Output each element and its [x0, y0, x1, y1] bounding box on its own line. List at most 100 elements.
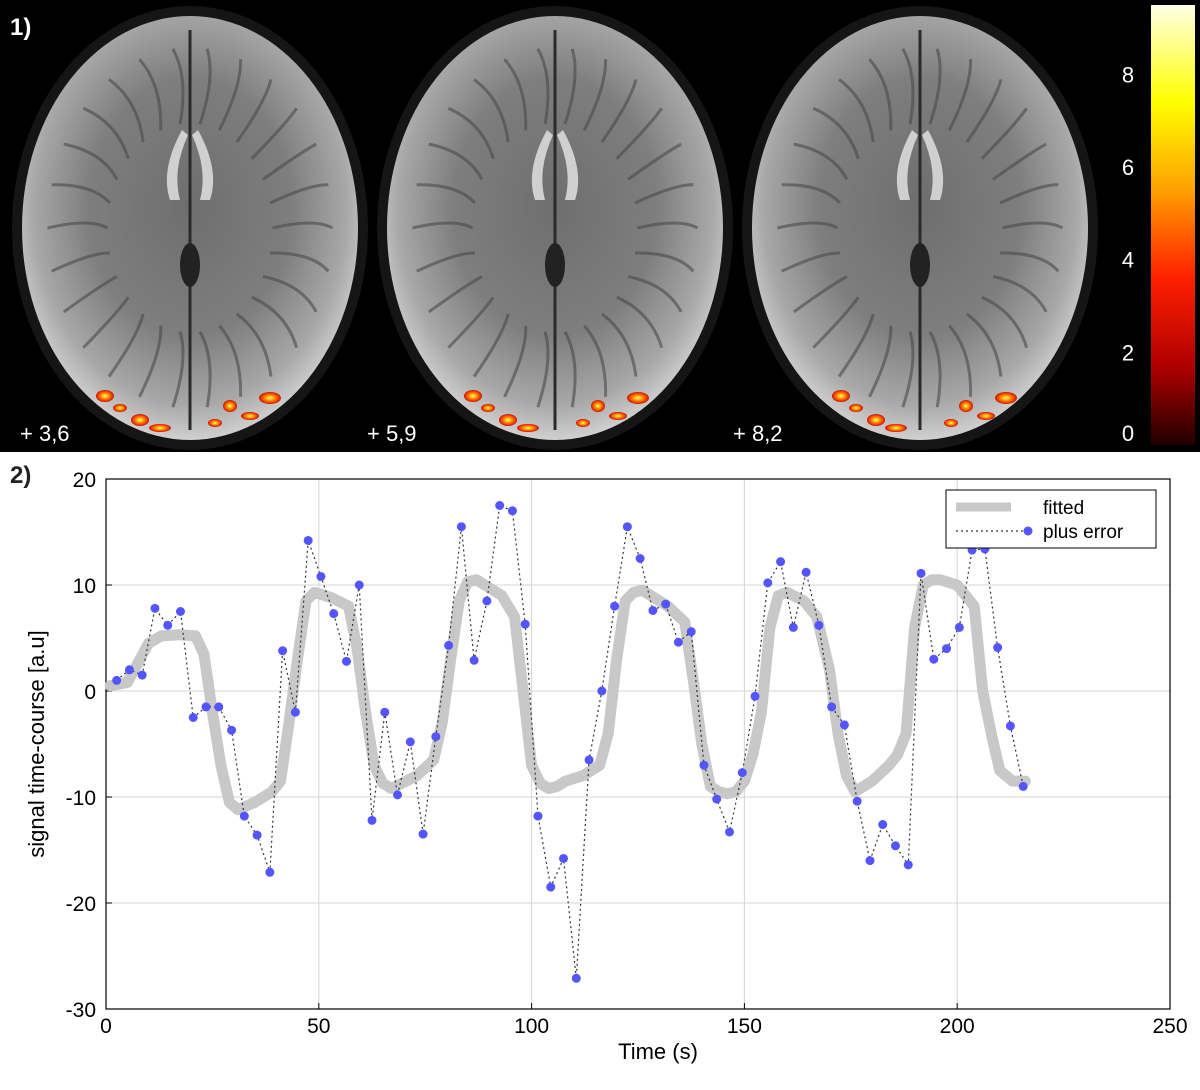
- data-point: [290, 707, 300, 717]
- activation-blob: [885, 424, 907, 432]
- data-point: [776, 557, 786, 567]
- slice-label-1: + 3,6: [20, 421, 70, 446]
- data-point: [278, 646, 288, 656]
- activation-blob: [208, 419, 222, 427]
- data-point: [571, 973, 581, 983]
- data-point: [405, 737, 415, 747]
- activation-blob: [223, 400, 237, 412]
- data-point: [801, 567, 811, 577]
- data-point: [316, 572, 326, 582]
- data-point: [520, 619, 530, 629]
- y-tick-label: -20: [66, 893, 96, 916]
- activation-blob: [241, 412, 259, 420]
- activation-blob: [259, 392, 281, 404]
- series-fitted-line: [104, 574, 1031, 816]
- activation-blob: [96, 390, 114, 402]
- data-point: [622, 522, 632, 532]
- data-point: [252, 830, 262, 840]
- y-tick-label: 10: [73, 575, 96, 598]
- series-plus-error-line: [116, 504, 1024, 979]
- data-point: [456, 522, 466, 532]
- colorbar-tick-label: 4: [1122, 248, 1134, 273]
- data-point: [942, 644, 952, 654]
- activation-blob: [609, 412, 627, 420]
- slice-label-2: + 5,9: [367, 421, 417, 446]
- x-tick-label: 50: [307, 1015, 330, 1038]
- activation-blob: [464, 390, 482, 402]
- data-point: [1005, 721, 1015, 731]
- data-point: [239, 811, 249, 821]
- data-point: [712, 794, 722, 804]
- activation-blob: [995, 392, 1017, 404]
- data-point: [814, 620, 824, 630]
- data-point: [750, 691, 760, 701]
- data-point: [380, 707, 390, 717]
- data-point: [673, 637, 683, 647]
- y-tick-label: -10: [66, 787, 96, 810]
- data-point: [214, 702, 224, 712]
- activation-blob: [481, 404, 495, 412]
- data-point: [227, 725, 237, 735]
- data-point: [839, 720, 849, 730]
- colorbar-tick-label: 0: [1122, 421, 1134, 446]
- activation-blob: [849, 404, 863, 412]
- brain-slices-figure: 8 6 4 2 0: [12, 5, 1195, 450]
- panel-2-label: 2): [10, 462, 32, 489]
- data-point: [469, 655, 479, 665]
- activation-blob: [977, 412, 995, 420]
- data-point: [890, 841, 900, 851]
- brain-slice-3: [742, 6, 1098, 450]
- data-point: [431, 732, 441, 742]
- data-point: [444, 640, 454, 650]
- activation-blob: [832, 390, 850, 402]
- data-point: [329, 609, 339, 619]
- activation-blob: [517, 424, 539, 432]
- data-point: [507, 506, 517, 516]
- data-point: [737, 768, 747, 778]
- activation-blob: [131, 414, 149, 426]
- data-point: [865, 856, 875, 866]
- data-point: [482, 596, 492, 606]
- activation-blob: [959, 400, 973, 412]
- x-axis-label: Time (s): [618, 1039, 698, 1064]
- colorbar: [1151, 5, 1195, 445]
- activation-blob: [627, 392, 649, 404]
- y-tick-label: 20: [73, 469, 96, 492]
- data-point: [546, 882, 556, 892]
- y-tick-label: -30: [66, 999, 96, 1022]
- activation-blob: [576, 419, 590, 427]
- activation-blob: [149, 424, 171, 432]
- data-point: [648, 605, 658, 615]
- y-axis-label: signal time-course [a.u]: [24, 630, 49, 857]
- legend-label: plus error: [1043, 522, 1124, 543]
- data-point: [341, 656, 351, 666]
- data-point: [1018, 781, 1028, 791]
- slice-label-3: + 8,2: [733, 421, 783, 446]
- data-point: [788, 622, 798, 632]
- data-point: [635, 554, 645, 563]
- colorbar-tick-label: 6: [1122, 155, 1134, 180]
- x-tick-label: 250: [1152, 1015, 1187, 1038]
- activation-blob: [944, 419, 958, 427]
- data-point: [852, 796, 862, 806]
- data-point: [201, 702, 211, 712]
- brain-slice-2: [377, 6, 733, 450]
- data-point: [124, 665, 134, 675]
- data-point: [993, 643, 1003, 653]
- legend-label: fitted: [1043, 498, 1084, 519]
- data-point: [584, 755, 594, 765]
- legend-marker: [1023, 526, 1033, 536]
- data-point: [418, 829, 428, 839]
- data-point: [137, 670, 147, 680]
- activation-blob: [499, 414, 517, 426]
- y-tick-label: 0: [84, 681, 96, 704]
- data-point: [597, 686, 607, 696]
- panel-1-label: 1): [10, 14, 32, 41]
- data-point: [150, 603, 160, 613]
- data-point: [265, 867, 275, 877]
- plot-frame: [105, 478, 1171, 1010]
- data-point: [725, 827, 735, 837]
- data-point: [916, 568, 926, 578]
- data-point: [393, 790, 403, 800]
